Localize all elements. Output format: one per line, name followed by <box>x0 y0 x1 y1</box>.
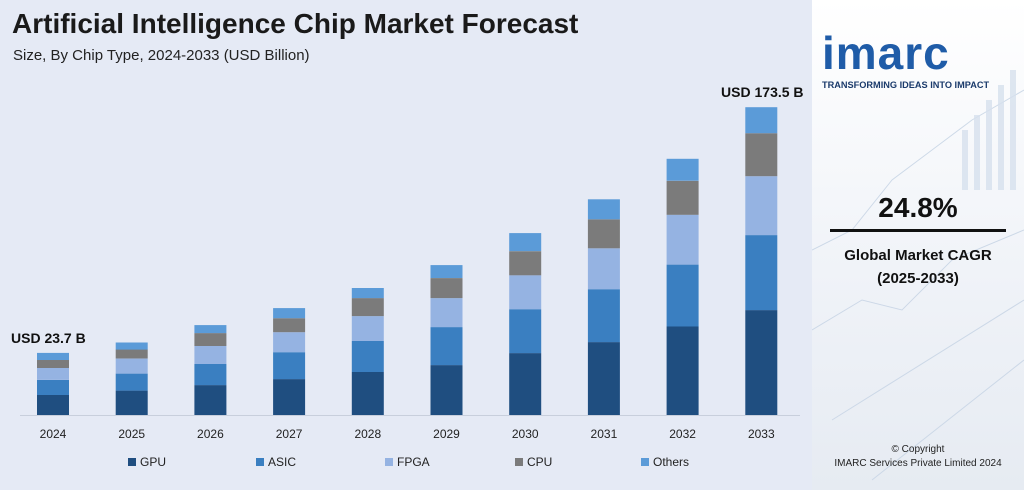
bar-segment-gpu-2029 <box>430 365 463 415</box>
bar-segment-cpu-2032 <box>666 180 699 215</box>
bar-segment-others-2026 <box>194 325 227 334</box>
bar-segment-asic-2028 <box>351 341 384 372</box>
bar-segment-fpga-2030 <box>509 275 542 310</box>
bar-segment-others-2024 <box>37 352 69 360</box>
bar-segment-cpu-2025 <box>115 349 148 359</box>
bar-segment-asic-2029 <box>430 327 463 366</box>
cagr-label: Global Market CAGR (2025-2033) <box>812 244 1024 290</box>
bar-segment-asic-2024 <box>37 380 69 395</box>
logo-wordmark: imarc <box>822 27 950 79</box>
legend-label-others: Others <box>653 455 689 469</box>
bar-segment-cpu-2024 <box>37 360 69 368</box>
bar-segment-cpu-2031 <box>587 219 620 249</box>
copyright-line1: © Copyright <box>891 444 945 455</box>
bar-segment-cpu-2033 <box>745 133 778 177</box>
bar-segment-gpu-2031 <box>587 342 620 415</box>
bar-segment-gpu-2032 <box>666 326 699 415</box>
bar-segment-gpu-2026 <box>194 385 227 415</box>
legend-swatch-cpu <box>515 458 523 466</box>
x-tick-label-2032: 2032 <box>669 427 696 441</box>
legend-swatch-fpga <box>385 458 393 466</box>
x-tick-label-2029: 2029 <box>433 427 460 441</box>
bar-segment-cpu-2030 <box>509 251 542 276</box>
x-tick-label-2028: 2028 <box>354 427 381 441</box>
chart-subtitle: Size, By Chip Type, 2024-2033 (USD Billi… <box>13 47 310 64</box>
bar-segment-cpu-2027 <box>273 318 306 333</box>
bar-segment-fpga-2025 <box>115 358 148 374</box>
bar-segment-others-2030 <box>509 233 542 252</box>
x-tick-label-2030: 2030 <box>512 427 539 441</box>
bar-segment-asic-2033 <box>745 235 778 311</box>
logo-tagline: TRANSFORMING IDEAS INTO IMPACT <box>822 80 990 90</box>
bar-segment-cpu-2026 <box>194 333 227 346</box>
bar-segment-fpga-2029 <box>430 298 463 328</box>
bar-segment-gpu-2030 <box>509 353 542 415</box>
x-tick-label-2025: 2025 <box>118 427 145 441</box>
annotation-2033: USD 173.5 B <box>721 84 803 100</box>
legend-swatch-others <box>641 458 649 466</box>
bar-segment-fpga-2031 <box>587 248 620 290</box>
bar-segment-asic-2031 <box>587 289 620 343</box>
bar-segment-fpga-2033 <box>745 176 778 236</box>
bar-segment-asic-2032 <box>666 264 699 327</box>
bar-segment-cpu-2028 <box>351 298 384 317</box>
brand-panel: imarc TRANSFORMING IDEAS INTO IMPACT 24.… <box>812 0 1024 490</box>
legend-label-asic: ASIC <box>268 455 296 469</box>
x-tick-label-2024: 2024 <box>40 427 67 441</box>
legend-label-cpu: CPU <box>527 455 552 469</box>
legend-label-fpga: FPGA <box>397 455 430 469</box>
bar-segment-fpga-2027 <box>273 332 306 353</box>
background-decoration <box>812 70 1024 481</box>
cagr-label-line2: (2025-2033) <box>877 270 959 287</box>
legend-swatch-asic <box>256 458 264 466</box>
legend-label-gpu: GPU <box>140 455 166 469</box>
chart-panel: Artificial Intelligence Chip Market Fore… <box>0 0 812 490</box>
bar-segment-gpu-2028 <box>351 372 384 415</box>
x-tick-label-2026: 2026 <box>197 427 224 441</box>
cagr-value: 24.8% <box>878 192 958 223</box>
bar-segment-others-2027 <box>273 308 306 319</box>
bar-segment-others-2029 <box>430 265 463 278</box>
brand-logo: imarc TRANSFORMING IDEAS INTO IMPACT <box>822 30 1022 90</box>
bar-segment-others-2031 <box>587 199 620 220</box>
bar-segment-others-2028 <box>351 288 384 299</box>
bar-segment-others-2032 <box>666 158 699 181</box>
x-tick-label-2031: 2031 <box>591 427 618 441</box>
bar-segment-fpga-2026 <box>194 346 227 364</box>
x-tick-label-2027: 2027 <box>276 427 303 441</box>
bar-segment-asic-2026 <box>194 364 227 386</box>
bar-segment-fpga-2028 <box>351 316 384 341</box>
copyright-line2: IMARC Services Private Limited 2024 <box>834 458 1002 469</box>
bar-segment-asic-2030 <box>509 309 542 354</box>
bar-segment-fpga-2032 <box>666 214 699 265</box>
legend-swatch-gpu <box>128 458 136 466</box>
bar-segment-asic-2025 <box>115 373 148 391</box>
cagr-divider <box>830 229 1006 232</box>
bar-segment-others-2033 <box>745 107 778 134</box>
copyright-notice: © Copyright IMARC Services Private Limit… <box>812 443 1024 471</box>
bar-segment-gpu-2033 <box>745 310 778 415</box>
bar-segment-others-2025 <box>115 342 148 350</box>
bar-segment-gpu-2024 <box>37 395 69 415</box>
bar-segment-asic-2027 <box>273 352 306 380</box>
bar-segment-cpu-2029 <box>430 278 463 299</box>
bar-segment-gpu-2027 <box>273 379 306 415</box>
cagr-label-line1: Global Market CAGR <box>844 247 992 264</box>
bar-segment-fpga-2024 <box>37 367 69 380</box>
annotation-2024: USD 23.7 B <box>11 330 86 346</box>
x-tick-label-2033: 2033 <box>748 427 775 441</box>
stacked-bar-chart: 2024 USD 23.7 B 2025 2026 2027 2028 2029 2030 20… <box>11 84 804 469</box>
bar-segment-gpu-2025 <box>115 390 148 415</box>
chart-title: Artificial Intelligence Chip Market Fore… <box>12 8 579 39</box>
